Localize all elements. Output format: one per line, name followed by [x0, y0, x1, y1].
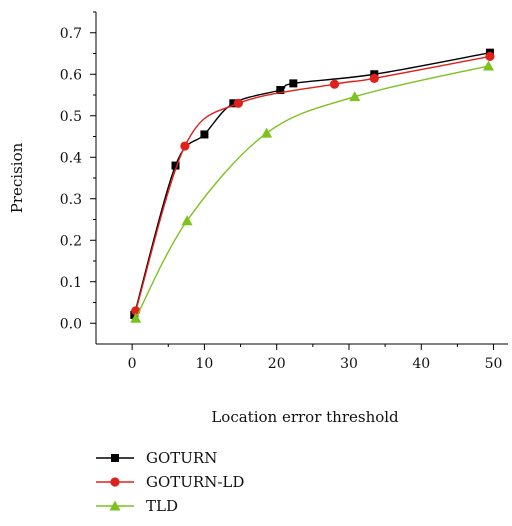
y-tick-label: 0.0	[60, 316, 82, 332]
data-point-goturn-ld	[369, 73, 379, 83]
series-line-goturn	[133, 51, 491, 316]
y-tick-label: 0.5	[60, 109, 82, 125]
y-axis-title: Precision	[8, 142, 26, 213]
legend-label-goturn-ld: GOTURN-LD	[146, 473, 244, 491]
data-point-tld	[482, 60, 494, 71]
x-tick-label: 40	[412, 356, 430, 372]
data-point-goturn	[276, 86, 285, 95]
data-point-tld	[349, 91, 361, 102]
x-tick-label: 0	[128, 356, 137, 372]
series-line-goturn-ld	[135, 55, 491, 311]
y-ticks: 0.0 0.1 0.2 0.3 0.4 0.5 0.6 0.7	[60, 11, 96, 332]
series-tld	[130, 60, 494, 323]
data-point-goturn-ld	[180, 141, 190, 151]
data-point-tld	[181, 215, 193, 226]
y-tick-label: 0.7	[60, 26, 82, 42]
data-point-goturn	[289, 79, 298, 88]
x-tick-label: 30	[340, 356, 358, 372]
data-point-tld	[261, 127, 273, 138]
y-tick-label: 0.3	[60, 192, 82, 208]
x-tick-label: 50	[485, 356, 503, 372]
x-axis-title: Location error threshold	[211, 408, 399, 426]
legend-label-goturn: GOTURN	[146, 449, 217, 467]
legend-marker-tld	[109, 500, 121, 511]
y-tick-label: 0.4	[60, 150, 82, 166]
legend-item-goturn-ld: GOTURN-LD	[96, 473, 244, 491]
data-point-goturn	[229, 99, 238, 108]
x-ticks: 0 10 20 30 40 50	[128, 344, 503, 372]
x-tick-label: 20	[268, 356, 286, 372]
data-point-goturn-ld	[485, 51, 495, 62]
legend-item-goturn: GOTURN	[96, 449, 217, 467]
series-layer	[130, 48, 495, 323]
series-line-tld	[135, 65, 489, 319]
plot-area: 0 10 20 30 40 50 0.0 0.1 0.2 0.3 0.4 0.5 0.6 0.7	[60, 11, 508, 372]
y-tick-label: 0.1	[60, 275, 82, 291]
y-tick-label: 0.6	[60, 67, 82, 83]
legend-label-tld: TLD	[146, 497, 178, 515]
legend-item-tld: TLD	[96, 497, 178, 515]
x-tick-label: 10	[196, 356, 214, 372]
data-point-tld	[130, 312, 142, 323]
y-tick-label: 0.2	[60, 233, 82, 249]
data-point-goturn	[171, 161, 180, 170]
data-point-goturn-ld	[329, 79, 340, 89]
legend-marker-goturn-ld	[110, 477, 120, 487]
data-point-goturn-ld	[233, 98, 243, 108]
legend-marker-goturn	[111, 454, 119, 462]
series-goturn-ld	[131, 51, 495, 316]
data-point-goturn	[200, 130, 209, 139]
series-goturn	[130, 48, 494, 319]
legend: GOTURN GOTURN-LD TLD	[96, 449, 244, 515]
